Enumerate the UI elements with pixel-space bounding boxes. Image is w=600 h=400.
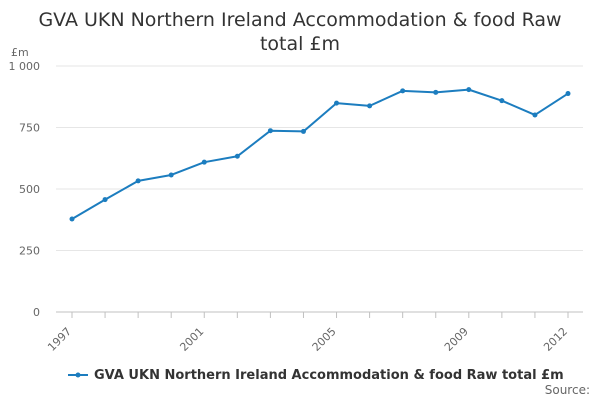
data-point xyxy=(135,178,141,184)
axes xyxy=(56,311,583,318)
data-point xyxy=(334,100,340,106)
data-point xyxy=(400,88,406,94)
data-point xyxy=(565,91,571,97)
data-point xyxy=(499,98,505,104)
data-point xyxy=(168,172,174,178)
source-label[interactable]: Source: xyxy=(544,383,590,397)
x-tick-label: 2009 xyxy=(442,325,471,354)
grid-lines xyxy=(56,65,583,251)
data-point xyxy=(201,159,207,165)
data-point xyxy=(69,216,75,222)
data-point xyxy=(300,128,306,134)
y-axis-unit-label: £m xyxy=(11,46,29,59)
chart-title-line-1: GVA UKN Northern Ireland Accommodation &… xyxy=(38,9,562,31)
y-tick-label: 1 000 xyxy=(9,60,41,73)
x-tick-label: 2012 xyxy=(541,325,570,354)
legend[interactable]: GVA UKN Northern Ireland Accommodation &… xyxy=(68,366,564,384)
tick-labels: 0 250 500 750 1 000£m 1997 2001 2005 2009 2012 xyxy=(9,46,571,354)
series-line xyxy=(71,88,569,220)
x-tick-label: 2001 xyxy=(177,325,206,354)
data-point xyxy=(102,197,108,203)
data-point xyxy=(466,87,472,93)
data-point xyxy=(433,89,439,95)
data-point xyxy=(532,112,538,118)
chart-title-line-2: total £m xyxy=(259,33,341,55)
legend-label: GVA UKN Northern Ireland Accommodation &… xyxy=(94,367,564,383)
chart-title: GVA UKN Northern Ireland Accommodation &… xyxy=(0,8,600,56)
x-tick-label: 1997 xyxy=(45,325,74,354)
data-point xyxy=(267,128,273,134)
legend-swatch xyxy=(68,372,88,378)
y-tick-label: 250 xyxy=(19,245,40,258)
series-layer xyxy=(69,87,571,222)
data-point xyxy=(234,153,240,159)
y-tick-label: 500 xyxy=(19,183,40,196)
x-tick-label: 2005 xyxy=(310,325,339,354)
y-tick-label: 750 xyxy=(19,122,40,135)
y-tick-label: 0 xyxy=(33,306,40,319)
data-point xyxy=(367,103,373,109)
